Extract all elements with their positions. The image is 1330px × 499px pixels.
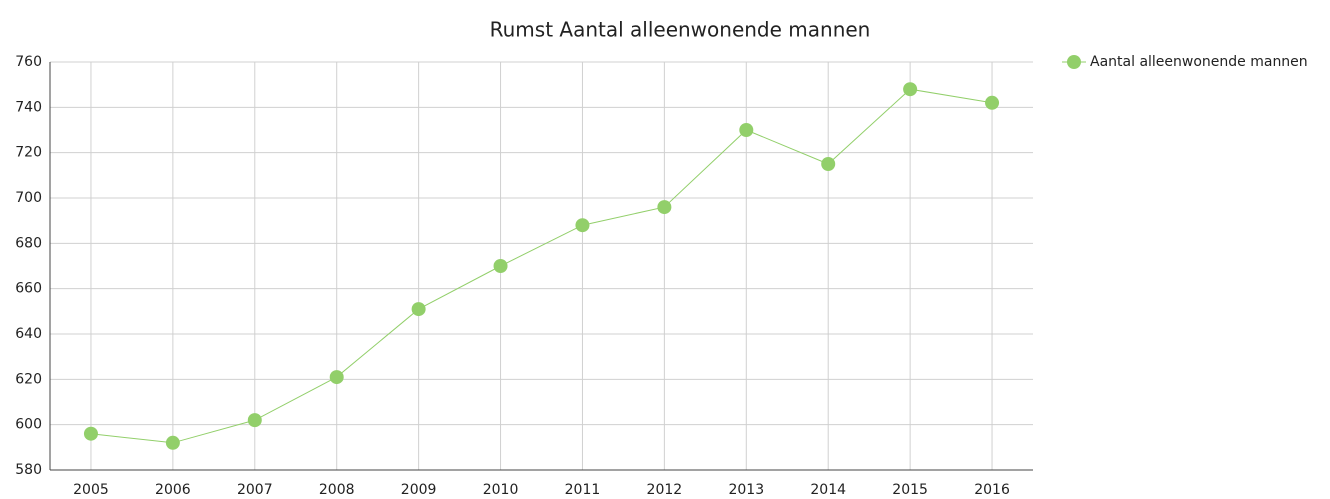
x-tick-label: 2007 [237,482,273,498]
y-tick-label: 580 [15,462,42,478]
x-tick-label: 2015 [892,482,928,498]
x-tick-label: 2006 [155,482,191,498]
data-point [83,426,98,441]
y-tick-label: 740 [15,99,42,115]
series-line [90,88,993,444]
x-tick-label: 2008 [319,482,355,498]
data-point [739,123,754,137]
data-point [821,157,836,171]
legend-marker [1067,55,1081,69]
y-tick-label: 660 [15,281,42,297]
y-tick-label: 700 [15,190,42,206]
x-tick-label: 2011 [565,482,601,498]
y-tick-label: 620 [15,371,42,387]
y-tick-label: 680 [15,235,42,251]
data-point [575,218,590,233]
y-tick-label: 600 [15,417,42,433]
y-tick-label: 760 [15,54,42,70]
data-point [329,370,344,385]
legend-label: Aantal alleenwonende mannen [1090,54,1308,70]
x-tick-label: 2012 [647,482,683,498]
x-tick-label: 2016 [974,482,1010,498]
y-tick-label: 720 [15,145,42,161]
data-point [985,95,1000,110]
x-tick-label: 2013 [728,482,764,498]
data-point [903,82,918,97]
data-point [411,302,426,317]
data-point [165,435,180,450]
data-point [247,413,262,428]
y-tick-label: 640 [15,326,42,342]
data-point [493,259,508,273]
x-tick-label: 2005 [73,482,109,498]
x-tick-label: 2010 [483,482,519,498]
x-tick-label: 2009 [401,482,437,498]
chart-title: Rumst Aantal alleenwonende mannen [490,18,871,42]
x-tick-label: 2014 [810,482,846,498]
data-point [657,200,672,215]
